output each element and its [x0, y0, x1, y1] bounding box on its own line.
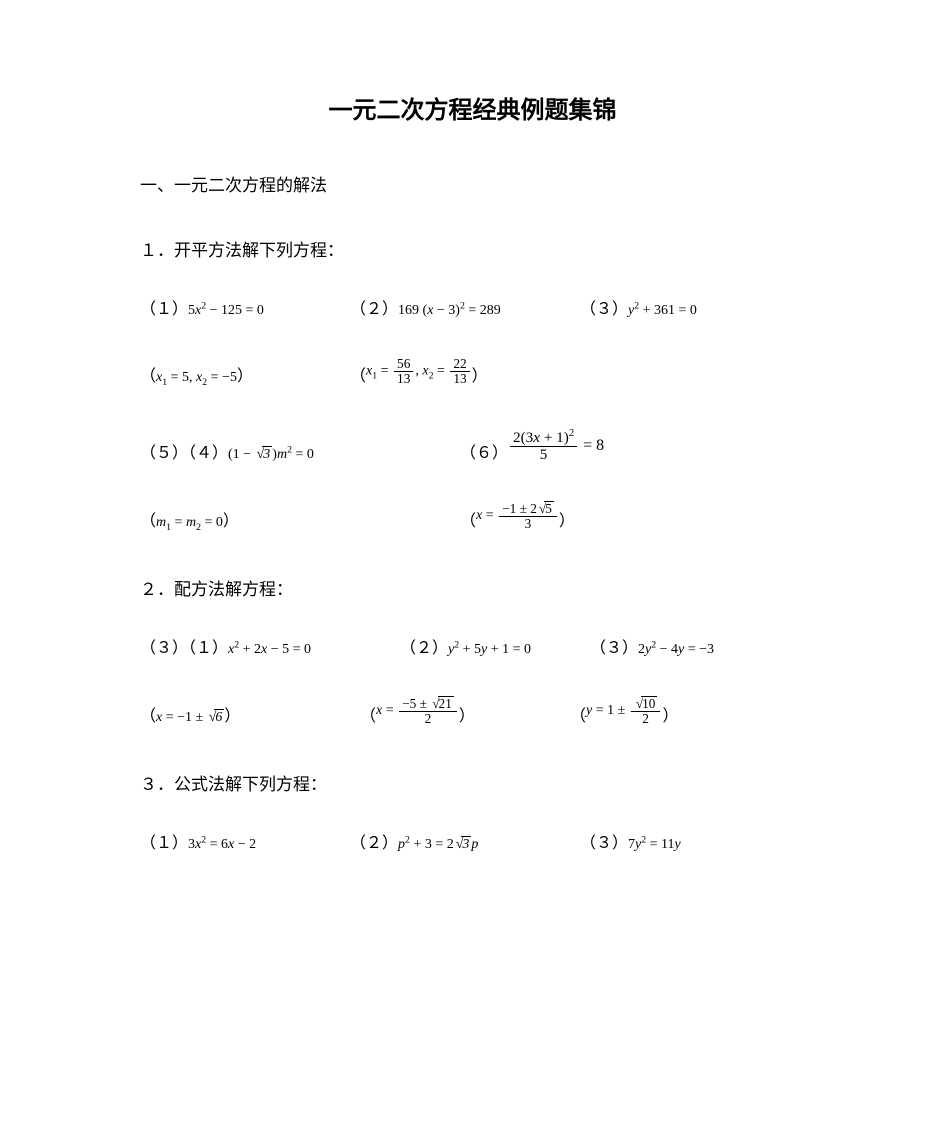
answer-text: y = 1 ± 10 2 [586, 696, 662, 726]
answer-text: x = −1 ± 6 [156, 709, 224, 726]
equation: 5x2 − 125 = 0 [188, 303, 264, 319]
problem-row-3: （３）（１） x2 + 2x − 5 = 0 （２） y2 + 5y + 1 =… [140, 634, 805, 658]
page-title: 一元二次方程经典例题集锦 [140, 90, 805, 125]
problem-row-1: （１） 5x2 − 125 = 0 （２） 169 (x − 3)2 = 289… [140, 295, 805, 319]
equation: 169 (x − 3)2 = 289 [398, 303, 501, 319]
answer-row-3: （ x = −1 ± 6 ） （ x = −5 ± 21 2 ） （ y = 1… [140, 696, 805, 726]
problem-row-4: （１） 3x2 = 6x − 2 （２） p2 + 3 = 23p （３） 7y… [140, 829, 805, 853]
answer-row-2: （ m1 = m2 = 0 ） （ x = −1 ± 25 3 ） [140, 501, 805, 531]
problem-3-3: （３） 7y2 = 11y [580, 829, 681, 853]
answer-row-1: （ x1 = 5, x2 = −5 ） （ x1 = 5613, x2 = 22… [140, 357, 805, 386]
problem-label: （１） [140, 295, 188, 319]
problem-1-6: （６） 2(3x + 1)2 5 = 8 [460, 430, 604, 463]
equation: x2 + 2x − 5 = 0 [228, 642, 311, 658]
paren-open: （ [570, 702, 586, 726]
answer-1-2: （ x1 = 5613, x2 = 2213 ） [350, 357, 488, 386]
paren-open: （ [140, 507, 156, 531]
problem-label: （１） [140, 829, 188, 853]
answer-1-4: （ m1 = m2 = 0 ） [140, 507, 460, 531]
problem-label: （６） [460, 439, 508, 463]
paren-open: （ [350, 362, 366, 386]
paren-close: ） [224, 702, 240, 726]
problem-label: （３） [590, 634, 638, 658]
paren-open: （ [460, 507, 476, 531]
equation: p2 + 3 = 23p [398, 836, 478, 853]
equation: 2y2 − 4y = −3 [638, 642, 714, 658]
subheading-2: ２．配方法解方程： [140, 575, 805, 600]
equation: y2 + 361 = 0 [628, 303, 697, 319]
paren-open: （ [140, 702, 156, 726]
problem-1-2: （２） 169 (x − 3)2 = 289 [350, 295, 580, 319]
problem-label: （３）（１） [140, 634, 228, 658]
subheading-1: １．开平方法解下列方程： [140, 236, 805, 261]
problem-row-2: （５）（４） (1 − 3)m2 = 0 （６） 2(3x + 1)2 5 = … [140, 430, 805, 463]
problem-label: （３） [580, 829, 628, 853]
paren-close: ） [223, 507, 239, 531]
equation: 2(3x + 1)2 5 = 8 [508, 430, 604, 463]
answer-text: x1 = 5, x2 = −5 [156, 370, 237, 386]
equation: 7y2 = 11y [628, 837, 681, 853]
answer-2-3: （ y = 1 ± 10 2 ） [570, 696, 678, 726]
paren-close: ） [662, 702, 678, 726]
problem-1-3: （３） y2 + 361 = 0 [580, 295, 697, 319]
problem-label: （２） [350, 829, 398, 853]
answer-text: m1 = m2 = 0 [156, 515, 223, 531]
equation: y2 + 5y + 1 = 0 [448, 642, 531, 658]
paren-close: ） [237, 362, 253, 386]
paren-open: （ [140, 362, 156, 386]
problem-2-1: （３）（１） x2 + 2x − 5 = 0 [140, 634, 400, 658]
problem-label: （２） [400, 634, 448, 658]
problem-2-3: （３） 2y2 − 4y = −3 [590, 634, 714, 658]
paren-close: ） [559, 507, 575, 531]
equation: 3x2 = 6x − 2 [188, 837, 256, 853]
answer-1-1: （ x1 = 5, x2 = −5 ） [140, 362, 350, 386]
answer-text: x = −1 ± 25 3 [476, 501, 559, 531]
problem-label: （２） [350, 295, 398, 319]
problem-3-2: （２） p2 + 3 = 23p [350, 829, 580, 853]
paren-open: （ [360, 702, 376, 726]
answer-2-1: （ x = −1 ± 6 ） [140, 702, 360, 726]
answer-2-2: （ x = −5 ± 21 2 ） [360, 696, 570, 726]
problem-1-4: （５）（４） (1 − 3)m2 = 0 [140, 439, 460, 463]
problem-1-1: （１） 5x2 − 125 = 0 [140, 295, 350, 319]
section-heading-1: 一、一元二次方程的解法 [140, 171, 805, 196]
subheading-3: ３．公式法解下列方程： [140, 770, 805, 795]
paren-close: ） [459, 702, 475, 726]
paren-close: ） [472, 362, 488, 386]
problem-label: （３） [580, 295, 628, 319]
problem-label: （５）（４） [140, 439, 228, 463]
answer-1-6: （ x = −1 ± 25 3 ） [460, 501, 575, 531]
problem-3-1: （１） 3x2 = 6x − 2 [140, 829, 350, 853]
answer-text: x1 = 5613, x2 = 2213 [366, 357, 472, 386]
answer-text: x = −5 ± 21 2 [376, 696, 459, 726]
page: 一元二次方程经典例题集锦 一、一元二次方程的解法 １．开平方法解下列方程： （１… [0, 0, 945, 903]
equation: (1 − 3)m2 = 0 [228, 446, 314, 463]
problem-2-2: （２） y2 + 5y + 1 = 0 [400, 634, 590, 658]
